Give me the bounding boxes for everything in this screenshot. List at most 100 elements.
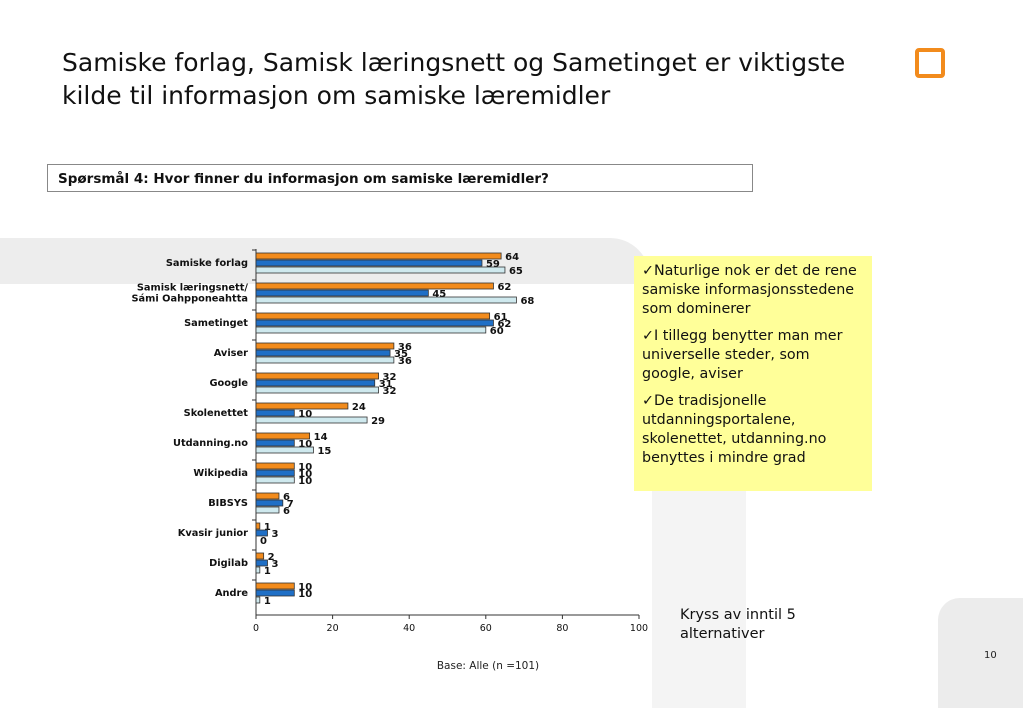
data-label: 62	[497, 282, 511, 293]
bar	[255, 402, 349, 410]
data-label: 24	[352, 402, 366, 413]
instruction-note: Kryss av inntil 5 alternativer	[680, 607, 796, 642]
data-label: 32	[383, 372, 397, 383]
data-label: 10	[298, 462, 312, 473]
data-label: 10	[298, 589, 312, 600]
category-label: Google	[209, 378, 248, 389]
bar	[255, 552, 265, 560]
page-number: 10	[984, 650, 997, 661]
background-corner	[938, 598, 1023, 708]
bar	[255, 416, 368, 424]
bar	[255, 476, 295, 484]
bar	[255, 439, 295, 447]
base-note: Base: Alle (n =101)	[436, 660, 540, 672]
bar	[255, 432, 311, 440]
data-label: 35	[394, 349, 408, 360]
bar	[255, 499, 284, 507]
bar	[255, 379, 376, 387]
bar	[255, 506, 280, 514]
bar	[255, 326, 487, 334]
data-label: 15	[317, 446, 331, 457]
data-label: 32	[383, 386, 397, 397]
callout-point-3: ✓De tradisjonelle utdanningsportalene, s…	[642, 393, 827, 466]
x-tick-label: 0	[253, 623, 259, 634]
bar	[255, 342, 395, 350]
bar	[255, 566, 261, 574]
data-label: 10	[298, 476, 312, 487]
bar	[255, 522, 261, 530]
data-label: 64	[505, 252, 519, 263]
bar	[255, 492, 280, 500]
category-label: Kvasir junior	[178, 528, 248, 539]
bar	[255, 282, 494, 290]
bar	[255, 289, 429, 297]
data-label: 0	[260, 536, 267, 547]
logo-square-icon	[915, 48, 945, 78]
data-label: 1	[264, 566, 271, 577]
background-column	[652, 490, 746, 708]
data-label: 31	[379, 379, 393, 390]
callout-point-2: ✓I tillegg benytter man mer universelle …	[642, 328, 843, 382]
data-label: 3	[271, 529, 278, 540]
data-label: 36	[398, 342, 412, 353]
category-label: BIBSYS	[208, 498, 248, 509]
category-label: Sametinget	[184, 318, 248, 329]
callout-box: ✓Naturlige nok er det de rene samiske in…	[634, 256, 872, 491]
category-label: Andre	[215, 588, 248, 599]
data-label: 61	[494, 312, 508, 323]
data-label: 7	[287, 499, 294, 510]
bar	[255, 589, 295, 597]
data-label: 65	[509, 266, 523, 277]
bar	[255, 582, 295, 590]
category-label: Samisk læringsnett/	[137, 283, 249, 294]
data-label: 1	[264, 596, 271, 607]
page-title: Samiske forlag, Samisk læringsnett og Sa…	[62, 48, 846, 110]
data-label: 62	[497, 319, 511, 330]
data-label: 10	[298, 469, 312, 480]
bar	[255, 446, 314, 454]
data-label: 6	[283, 506, 290, 517]
bar	[255, 529, 268, 537]
bar	[255, 469, 295, 477]
bar	[255, 252, 502, 260]
category-label: Skolenettet	[184, 408, 249, 419]
data-label: 14	[314, 432, 328, 443]
bar	[255, 462, 295, 470]
question-box: Spørsmål 4: Hvor finner du informasjon o…	[47, 164, 753, 192]
bar	[255, 312, 491, 320]
category-label: Aviser	[214, 348, 248, 359]
x-tick-label: 20	[327, 623, 339, 634]
data-label: 3	[271, 559, 278, 570]
bar	[255, 356, 395, 364]
data-label: 6	[283, 492, 290, 503]
bar	[255, 559, 268, 567]
bar	[255, 349, 391, 357]
bar	[255, 372, 379, 380]
category-label: Samiske forlag	[166, 258, 248, 269]
bar	[255, 319, 494, 327]
category-label: Utdanning.no	[173, 438, 248, 449]
data-label: 29	[371, 416, 385, 427]
bar	[255, 409, 295, 417]
x-tick-label: 80	[556, 623, 568, 634]
data-label: 45	[432, 289, 446, 300]
category-label: Digilab	[209, 558, 248, 569]
x-tick-label: 100	[630, 623, 648, 634]
x-tick-label: 40	[403, 623, 415, 634]
x-tick-label: 60	[480, 623, 492, 634]
bar	[255, 259, 483, 267]
category-label: Wikipedia	[193, 468, 248, 479]
bar	[255, 296, 517, 304]
data-label: 36	[398, 356, 412, 367]
category-label: Sámi Oahpponeahtta	[132, 293, 249, 305]
bar	[255, 596, 261, 604]
bar	[255, 266, 506, 274]
data-label: 10	[298, 409, 312, 420]
data-label: 59	[486, 259, 500, 270]
data-label: 10	[298, 582, 312, 593]
data-label: 60	[490, 326, 504, 337]
data-label: 2	[268, 552, 275, 563]
data-label: 10	[298, 439, 312, 450]
data-label: 1	[264, 522, 271, 533]
